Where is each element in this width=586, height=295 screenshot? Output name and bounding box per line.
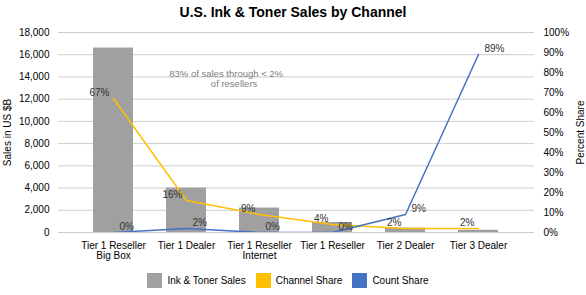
svg-text:90%: 90% bbox=[544, 47, 564, 58]
svg-text:10,000: 10,000 bbox=[19, 116, 50, 127]
svg-text:14,000: 14,000 bbox=[19, 71, 50, 82]
svg-text:16,000: 16,000 bbox=[19, 49, 50, 60]
html-text:U.S. Ink & Toner Sales by Chan: U.S. Ink & Toner Sales by Channel bbox=[179, 4, 407, 20]
svg-text:Tier 3 Dealer: Tier 3 Dealer bbox=[450, 240, 508, 251]
svg-text:100%: 100% bbox=[544, 27, 570, 38]
html-text:Count Share: Count Share bbox=[372, 275, 429, 286]
svg-text:80%: 80% bbox=[544, 67, 564, 78]
svg-text:12,000: 12,000 bbox=[19, 93, 50, 104]
svg-text:8,000: 8,000 bbox=[24, 138, 49, 149]
svg-text:0: 0 bbox=[44, 227, 50, 238]
html-text:Ink & Toner Sales: Ink & Toner Sales bbox=[167, 275, 246, 286]
svg-text:0%: 0% bbox=[266, 221, 281, 232]
svg-text:2,000: 2,000 bbox=[24, 204, 49, 215]
svg-text:0%: 0% bbox=[544, 227, 559, 238]
svg-text:60%: 60% bbox=[544, 107, 564, 118]
svg-text:40%: 40% bbox=[544, 147, 564, 158]
svg-text:4,000: 4,000 bbox=[24, 182, 49, 193]
svg-text:2%: 2% bbox=[460, 217, 475, 228]
svg-text:2%: 2% bbox=[193, 217, 208, 228]
svg-text:Tier 1 Reseller: Tier 1 Reseller bbox=[300, 240, 365, 251]
svg-text:20%: 20% bbox=[544, 187, 564, 198]
svg-text:50%: 50% bbox=[544, 127, 564, 138]
svg-text:6,000: 6,000 bbox=[24, 160, 49, 171]
svg-text:83% of sales through < 2%: 83% of sales through < 2% of resellers bbox=[169, 68, 283, 89]
svg-text:4%: 4% bbox=[314, 213, 329, 224]
svg-text:18,000: 18,000 bbox=[19, 27, 50, 38]
svg-text:9%: 9% bbox=[412, 203, 427, 214]
svg-text:Percent Share: Percent Share bbox=[575, 100, 586, 164]
svg-text:30%: 30% bbox=[544, 167, 564, 178]
svg-text:0%: 0% bbox=[339, 221, 354, 232]
svg-text:Tier 2 Dealer: Tier 2 Dealer bbox=[377, 240, 435, 251]
svg-text:16%: 16% bbox=[162, 189, 182, 200]
svg-text:2%: 2% bbox=[387, 217, 402, 228]
svg-text:70%: 70% bbox=[544, 87, 564, 98]
svg-text:67%: 67% bbox=[89, 87, 109, 98]
svg-text:9%: 9% bbox=[241, 203, 256, 214]
svg-text:Tier 1 ResellerBig Box: Tier 1 ResellerBig Box bbox=[81, 240, 146, 261]
svg-text:Sales in US $B: Sales in US $B bbox=[2, 99, 13, 167]
svg-text:Tier 1 ResellerInternet: Tier 1 ResellerInternet bbox=[227, 240, 292, 261]
svg-text:Tier 1 Dealer: Tier 1 Dealer bbox=[158, 240, 216, 251]
svg-text:89%: 89% bbox=[485, 43, 505, 54]
svg-text:10%: 10% bbox=[544, 207, 564, 218]
html-text:Channel Share: Channel Share bbox=[275, 275, 343, 286]
svg-text:0%: 0% bbox=[120, 221, 135, 232]
